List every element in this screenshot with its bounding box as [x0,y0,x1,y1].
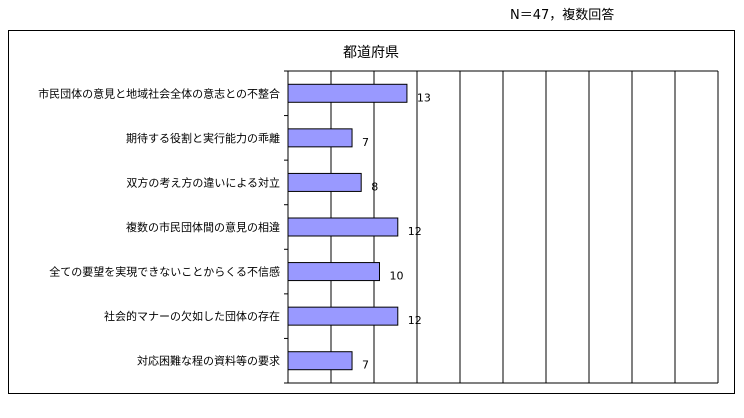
plot-area: 0%10%20%30%40%50%60%70%80%90%100%13市民団体の… [38,70,719,384]
bar [287,351,353,371]
data-label: 7 [362,359,369,372]
bar [287,262,380,282]
category-label: 期待する役割と実行能力の乖離 [126,131,280,145]
sample-note: N＝47，複数回答 [510,8,615,23]
bar [287,306,399,326]
data-label: 13 [417,91,431,104]
data-label: 12 [408,314,422,327]
category-label: 市民団体の意見と地域社会全体の意志との不整合 [38,86,280,100]
data-label: 12 [408,225,422,238]
category-label: 複数の市民団体間の意見の相違 [126,220,280,234]
bar-chart: 都道府県 0%10%20%30%40%50%60%70%80%90%100%13… [38,45,719,384]
bar [287,217,399,237]
bar [287,172,362,192]
category-label: 全ての要望を実現できないことからくる不信感 [49,265,280,279]
data-label: 8 [371,180,378,193]
bar [287,128,353,148]
category-label: 対応困難な程の資料等の要求 [137,354,280,368]
data-label: 7 [362,136,369,149]
category-label: 双方の考え方の違いによる対立 [126,175,280,189]
chart-title: 都道府県 [343,45,399,61]
data-label: 10 [389,270,403,283]
chart-frame: 都道府県 0%10%20%30%40%50%60%70%80%90%100%13… [8,30,735,394]
category-label: 社会的マナーの欠如した団体の存在 [104,309,280,323]
bar [287,83,408,103]
